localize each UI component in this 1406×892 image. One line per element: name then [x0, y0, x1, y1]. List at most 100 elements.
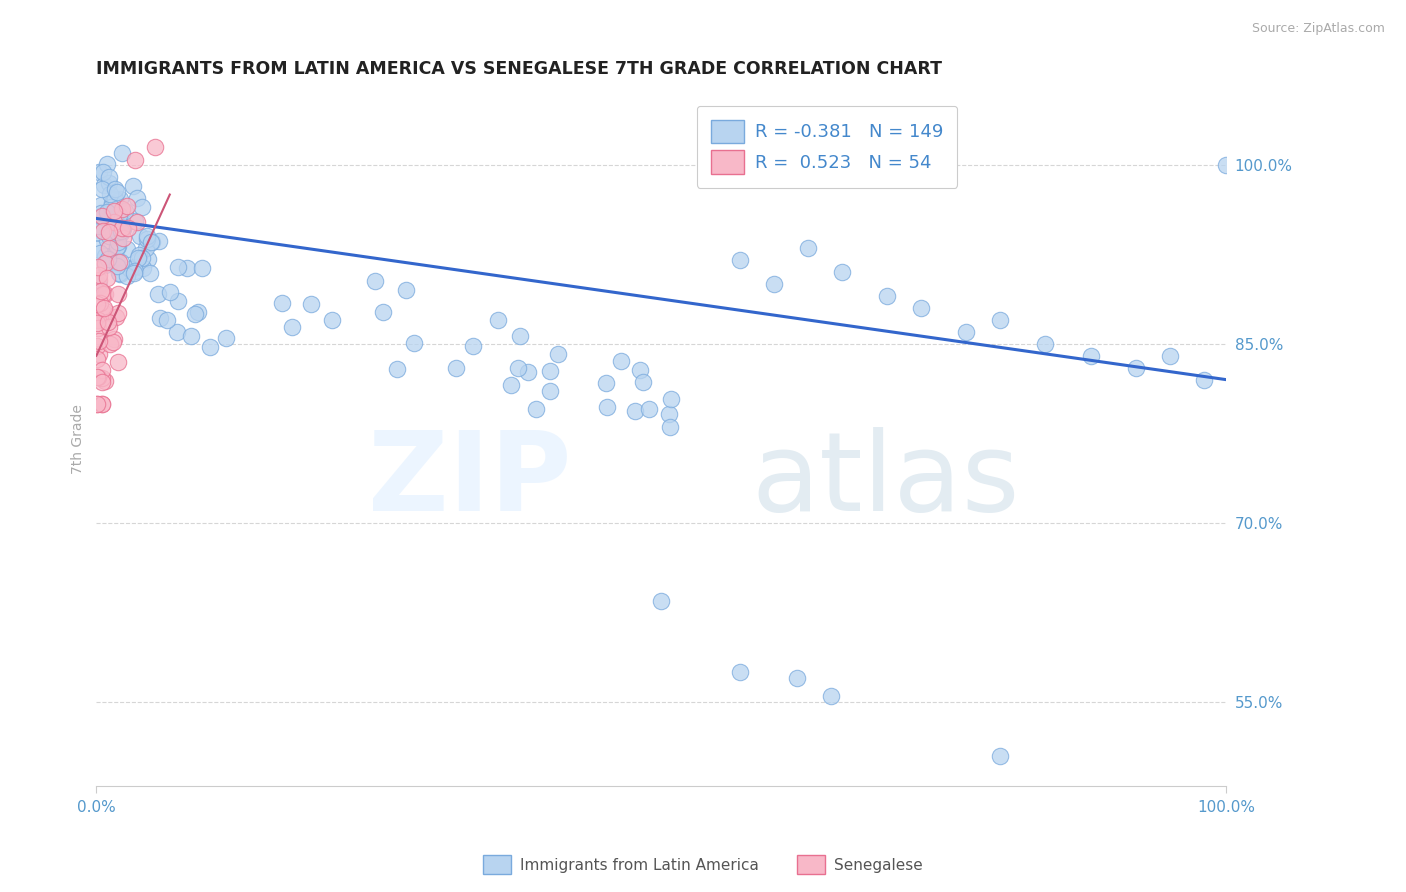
- Point: [96, 270, 118, 285]
- Point: [910, 301, 932, 315]
- Point: [111, 202, 134, 217]
- Point: [97, 241, 120, 255]
- Point: [87, 321, 110, 335]
- Point: [610, 353, 633, 368]
- Point: [124, 214, 146, 228]
- Point: [108, 208, 131, 222]
- Point: [103, 215, 125, 229]
- Point: [132, 260, 155, 275]
- Point: [486, 313, 509, 327]
- Point: [87, 279, 110, 293]
- Point: [988, 748, 1011, 763]
- Point: [131, 200, 153, 214]
- Point: [124, 153, 146, 168]
- Point: [149, 311, 172, 326]
- Point: [763, 277, 786, 292]
- Point: [93, 306, 115, 320]
- Point: [87, 273, 110, 287]
- Point: [501, 377, 523, 392]
- Point: [91, 165, 114, 179]
- Point: [166, 294, 188, 309]
- Point: [89, 296, 111, 310]
- Point: [125, 215, 148, 229]
- Point: [124, 266, 146, 280]
- Point: [831, 265, 853, 279]
- Point: [101, 204, 124, 219]
- Point: [94, 304, 117, 318]
- Point: [1215, 158, 1237, 172]
- Point: [107, 260, 129, 274]
- Point: [159, 285, 181, 300]
- Point: [105, 255, 128, 269]
- Point: [124, 264, 146, 278]
- Point: [86, 242, 108, 256]
- Point: [107, 210, 129, 224]
- Point: [93, 178, 115, 192]
- Point: [461, 339, 484, 353]
- Point: [86, 260, 108, 274]
- Point: [1159, 349, 1181, 363]
- Point: [97, 319, 120, 334]
- Point: [797, 241, 820, 255]
- Point: [86, 396, 108, 410]
- Point: [1080, 349, 1102, 363]
- Point: [110, 255, 132, 269]
- Point: [91, 209, 114, 223]
- Point: [100, 223, 122, 237]
- Point: [402, 335, 425, 350]
- Point: [104, 244, 127, 258]
- Point: [96, 315, 118, 329]
- Point: [90, 396, 112, 410]
- Point: [103, 335, 125, 350]
- Point: [506, 360, 529, 375]
- Point: [87, 277, 110, 291]
- Point: [108, 266, 131, 280]
- Point: [96, 233, 118, 247]
- Point: [135, 231, 157, 245]
- Point: [87, 313, 110, 327]
- Point: [122, 260, 145, 275]
- Point: [444, 361, 467, 376]
- Point: [93, 219, 115, 234]
- Point: [988, 313, 1011, 327]
- Point: [90, 363, 112, 377]
- Point: [524, 402, 547, 417]
- Point: [136, 228, 159, 243]
- Point: [650, 593, 672, 607]
- Point: [94, 256, 117, 270]
- Point: [91, 182, 114, 196]
- Point: [191, 260, 214, 275]
- Y-axis label: 7th Grade: 7th Grade: [72, 404, 86, 475]
- Point: [876, 289, 898, 303]
- Point: [595, 401, 617, 415]
- Point: [104, 310, 127, 324]
- Point: [104, 192, 127, 206]
- Point: [595, 376, 617, 391]
- Point: [87, 223, 110, 237]
- Point: [91, 375, 114, 389]
- Point: [87, 370, 110, 384]
- Text: Source: ZipAtlas.com: Source: ZipAtlas.com: [1251, 22, 1385, 36]
- Point: [108, 255, 131, 269]
- Point: [86, 369, 108, 384]
- Point: [509, 329, 531, 343]
- Point: [97, 252, 120, 266]
- Point: [110, 226, 132, 240]
- Point: [86, 225, 108, 239]
- Point: [107, 355, 129, 369]
- Point: [180, 329, 202, 343]
- Point: [87, 268, 110, 283]
- Point: [1125, 360, 1147, 375]
- Point: [101, 252, 124, 267]
- Point: [90, 371, 112, 385]
- Point: [932, 158, 955, 172]
- Point: [101, 196, 124, 211]
- Point: [127, 251, 149, 265]
- Point: [94, 374, 117, 388]
- Point: [101, 211, 124, 226]
- Point: [104, 212, 127, 227]
- Point: [166, 260, 188, 274]
- Point: [148, 234, 170, 248]
- Legend: Immigrants from Latin America, Senegalese: Immigrants from Latin America, Senegales…: [477, 849, 929, 880]
- Point: [395, 284, 418, 298]
